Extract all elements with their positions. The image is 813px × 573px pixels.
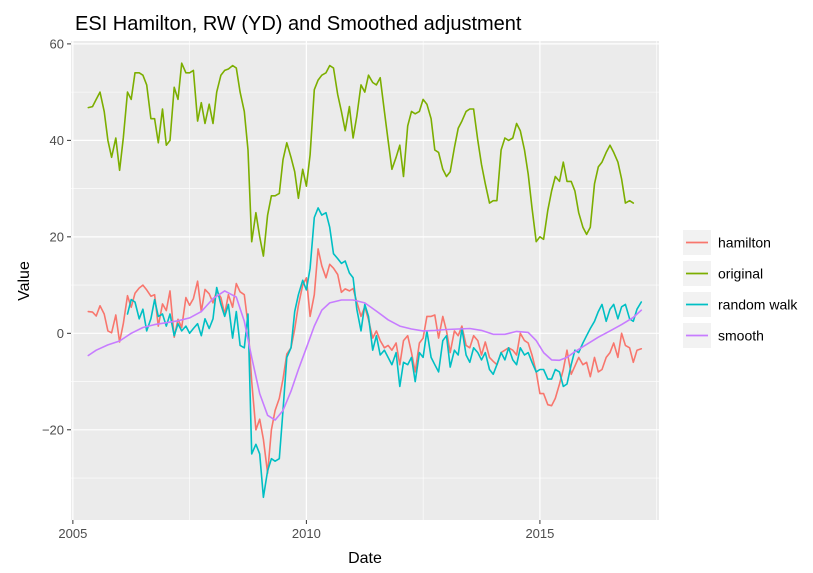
x-axis-title: Date [348,550,382,567]
plot-area [71,41,659,520]
series-line-original [87,62,635,257]
x-tick-label: 2015 [525,526,554,541]
y-tick-label: 40 [50,133,64,148]
grid-major [71,41,659,520]
legend-label: random walk [718,297,798,313]
x-tick-label: 2005 [58,526,87,541]
series-line-smooth [87,290,643,421]
legend: hamilton original random walk smooth [683,230,798,348]
y-tick-label: −20 [42,422,64,437]
y-axis-title: Value [16,261,33,301]
x-tick-label: 2010 [292,526,321,541]
legend-label: original [718,266,763,282]
chart-title: ESI Hamilton, RW (YD) and Smoothed adjus… [75,13,522,35]
panel-background [71,41,659,520]
y-tick-label: 0 [57,326,64,341]
x-axis: 2005 2010 2015 [58,520,554,541]
series-lines [87,62,643,499]
legend-label: hamilton [718,235,771,251]
series-line-random-walk [126,207,643,499]
y-axis: −20 0 20 40 60 [42,36,71,437]
y-tick-label: 20 [50,229,64,244]
y-tick-label: 60 [50,36,64,51]
legend-label: smooth [718,328,764,344]
